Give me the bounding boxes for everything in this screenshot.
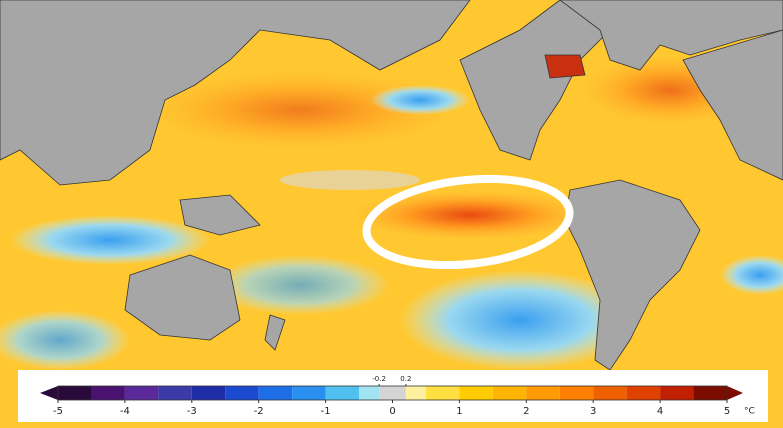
colorbar-segment [405, 386, 426, 400]
colorbar-segment [158, 386, 192, 400]
colorbar-tick-label: 0 [389, 406, 395, 417]
colorbar-segment [91, 386, 125, 400]
colorbar-segment [191, 386, 226, 400]
colorbar-segment [459, 386, 493, 400]
land [0, 0, 783, 371]
colorbar-fine-tick-label: 0.2 [400, 375, 411, 383]
colorbar-segment [225, 386, 259, 400]
colorbar-segment [693, 386, 727, 400]
highlight-ellipse [362, 174, 574, 270]
colorbar-segment [258, 386, 293, 400]
colorbar-segment [425, 386, 460, 400]
colorbar-segment [492, 386, 527, 400]
colorbar-tick-label: -5 [53, 406, 63, 417]
colorbar-tick-label: 1 [456, 406, 462, 417]
colorbar-segment [325, 386, 360, 400]
colorbar-unit: °C [744, 407, 755, 417]
colorbar-segment [359, 386, 380, 400]
colorbar-segment [379, 386, 406, 400]
colorbar-tick-label: -2 [254, 406, 264, 417]
colorbar-segment [292, 386, 326, 400]
colorbar-segment [124, 386, 159, 400]
colorbar-tick-label: 4 [657, 406, 663, 417]
colorbar-tick-label: -4 [120, 406, 130, 417]
colorbar-tick-label: 2 [523, 406, 529, 417]
colorbar-tick-label: -1 [321, 406, 331, 417]
colorbar-tick-label: 5 [724, 406, 730, 417]
colorbar-segment [593, 386, 627, 400]
colorbar-segment [626, 386, 661, 400]
colorbar-segment [58, 386, 92, 400]
colorbar-arrow-low [40, 386, 58, 400]
colorbar-segment [526, 386, 560, 400]
colorbar-segment [559, 386, 594, 400]
colorbar-fine-tick-label: -0.2 [372, 375, 386, 383]
colorbar-segment [660, 386, 694, 400]
colorbar-tick-label: -3 [187, 406, 197, 417]
colorbar-arrow-high [727, 386, 743, 400]
colorbar-tick-label: 3 [590, 406, 596, 417]
colorbar: -5 -4 -3 -2 -1 0 1 2 3 4 5 -0.2 0.2 °C [40, 375, 755, 417]
